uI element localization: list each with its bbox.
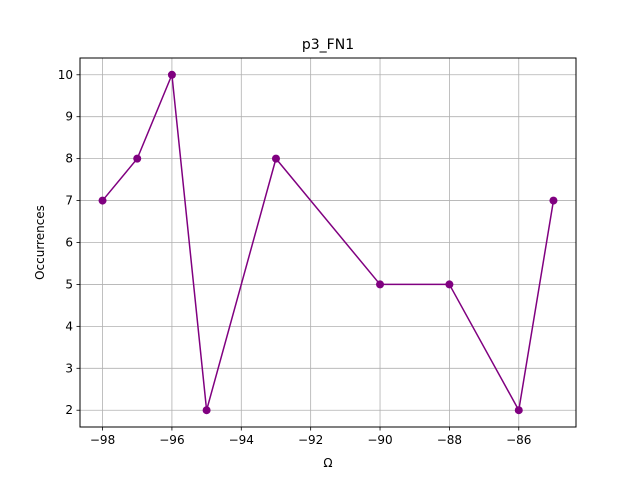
x-tick-label: −86 [506, 433, 531, 447]
x-tick-label: −98 [90, 433, 115, 447]
x-tick-label: −94 [229, 433, 254, 447]
y-tick-label: 9 [65, 110, 73, 124]
data-point [514, 406, 523, 415]
data-point [271, 154, 280, 163]
y-tick-label: 6 [65, 236, 73, 250]
y-tick-label: 5 [65, 277, 73, 291]
x-tick-label: −92 [298, 433, 323, 447]
data-point [376, 280, 385, 289]
data-point [445, 280, 454, 289]
data-point [167, 70, 176, 79]
y-tick-label: 3 [65, 361, 73, 375]
x-axis: −98 −96 −94 −92 −90 −88 −86 [90, 427, 531, 447]
x-tick-label: −90 [367, 433, 392, 447]
x-tick-label: −88 [437, 433, 462, 447]
y-tick-label: 2 [65, 403, 73, 417]
data-point [98, 196, 107, 205]
x-tick-label: −96 [159, 433, 184, 447]
x-axis-label: Ω [323, 456, 332, 470]
data-point [202, 406, 211, 415]
y-axis: 2 3 4 5 6 7 8 9 10 [58, 68, 80, 417]
y-tick-label: 7 [65, 194, 73, 208]
y-tick-label: 4 [65, 319, 73, 333]
y-axis-label: Occurrences [33, 205, 47, 280]
grid [80, 58, 576, 427]
chart-title: p3_FN1 [302, 37, 354, 53]
data-point [133, 154, 142, 163]
y-tick-label: 8 [65, 152, 73, 166]
data-point [549, 196, 558, 205]
y-tick-label: 10 [58, 68, 73, 82]
series-layer [98, 70, 558, 415]
